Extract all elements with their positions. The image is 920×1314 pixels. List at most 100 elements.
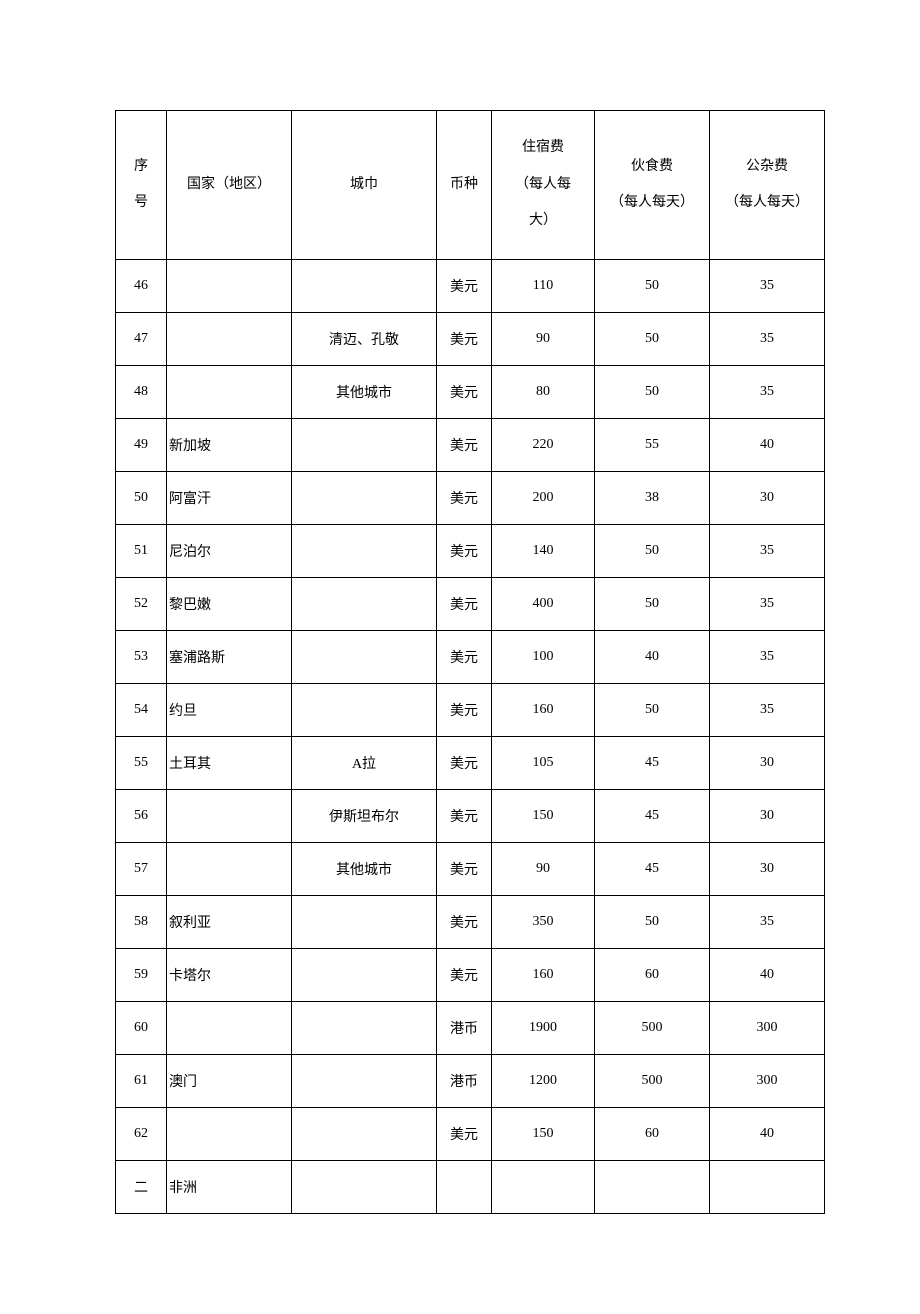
cell-currency: 美元 [437,419,492,472]
cell-currency: 美元 [437,843,492,896]
cell-country [167,1002,292,1055]
cell-country [167,260,292,313]
cell-country [167,366,292,419]
cell-misc: 35 [710,313,825,366]
cell-lodging: 90 [492,313,595,366]
cell-lodging: 90 [492,843,595,896]
table-row: 62美元1506040 [116,1108,825,1161]
table-row: 56伊斯坦布尔美元1504530 [116,790,825,843]
cell-city: 其他城市 [292,366,437,419]
table-row: 47清迈、孔敬美元905035 [116,313,825,366]
cell-misc: 35 [710,896,825,949]
cell-misc: 40 [710,1108,825,1161]
cell-lodging: 1900 [492,1002,595,1055]
cell-misc: 35 [710,366,825,419]
cell-meal: 38 [595,472,710,525]
cell-misc: 30 [710,737,825,790]
cell-seq: 49 [116,419,167,472]
cell-meal: 60 [595,1108,710,1161]
cell-seq: 47 [116,313,167,366]
cell-city [292,1055,437,1108]
cell-currency: 美元 [437,790,492,843]
cell-currency: 美元 [437,472,492,525]
cell-currency: 港币 [437,1055,492,1108]
cell-lodging: 160 [492,684,595,737]
cell-seq: 46 [116,260,167,313]
cell-currency: 美元 [437,260,492,313]
table-row: 57其他城市美元904530 [116,843,825,896]
cell-city [292,1161,437,1214]
cell-country: 卡塔尔 [167,949,292,1002]
cell-meal: 50 [595,684,710,737]
cell-city [292,472,437,525]
cell-meal: 45 [595,737,710,790]
cell-city [292,631,437,684]
cell-currency: 美元 [437,684,492,737]
cell-country: 约旦 [167,684,292,737]
header-seq: 序号 [116,111,167,260]
cell-country: 澳门 [167,1055,292,1108]
cell-lodging: 200 [492,472,595,525]
header-misc: 公杂费（每人每天） [710,111,825,260]
table-row: 54约旦 美元1605035 [116,684,825,737]
document-page: 序号 国家（地区） 城巾 币种 住宿费（每人每大） 伙食费（每人每天） 公杂费（… [0,0,920,1314]
header-currency: 币种 [437,111,492,260]
table-row: 55土耳其A拉美元1054530 [116,737,825,790]
cell-misc: 35 [710,578,825,631]
cell-meal: 500 [595,1002,710,1055]
cell-currency: 美元 [437,525,492,578]
cell-city: 其他城市 [292,843,437,896]
cell-seq: 54 [116,684,167,737]
cell-misc: 35 [710,260,825,313]
cell-country [167,790,292,843]
cell-currency: 美元 [437,896,492,949]
cell-currency [437,1161,492,1214]
cell-lodging: 150 [492,1108,595,1161]
cell-misc [710,1161,825,1214]
cell-currency: 美元 [437,366,492,419]
cell-misc: 40 [710,949,825,1002]
cell-misc: 300 [710,1002,825,1055]
cell-misc: 35 [710,684,825,737]
cell-lodging: 110 [492,260,595,313]
cell-city: 清迈、孔敬 [292,313,437,366]
cell-country: 新加坡 [167,419,292,472]
cell-lodging: 80 [492,366,595,419]
cell-currency: 港币 [437,1002,492,1055]
table-row: 51尼泊尔美元1405035 [116,525,825,578]
cell-currency: 美元 [437,631,492,684]
cell-meal: 50 [595,896,710,949]
table-row: 48其他城市美元805035 [116,366,825,419]
cell-city [292,419,437,472]
cell-meal: 45 [595,790,710,843]
cell-meal: 40 [595,631,710,684]
cell-seq: 56 [116,790,167,843]
cell-city [292,684,437,737]
expense-table: 序号 国家（地区） 城巾 币种 住宿费（每人每大） 伙食费（每人每天） 公杂费（… [115,110,825,1214]
cell-currency: 美元 [437,1108,492,1161]
header-city: 城巾 [292,111,437,260]
cell-city [292,896,437,949]
cell-lodging: 160 [492,949,595,1002]
cell-seq: 二 [116,1161,167,1214]
cell-misc: 300 [710,1055,825,1108]
cell-country: 阿富汗 [167,472,292,525]
cell-meal: 50 [595,578,710,631]
cell-city: A拉 [292,737,437,790]
cell-lodging: 220 [492,419,595,472]
cell-meal: 55 [595,419,710,472]
cell-lodging: 140 [492,525,595,578]
cell-lodging: 1200 [492,1055,595,1108]
table-header-row: 序号 国家（地区） 城巾 币种 住宿费（每人每大） 伙食费（每人每天） 公杂费（… [116,111,825,260]
cell-seq: 60 [116,1002,167,1055]
cell-misc: 40 [710,419,825,472]
cell-seq: 57 [116,843,167,896]
cell-currency: 美元 [437,313,492,366]
cell-misc: 35 [710,525,825,578]
cell-country: 塞浦路斯 [167,631,292,684]
table-row: 49新加坡 美元2205540 [116,419,825,472]
cell-meal [595,1161,710,1214]
table-row: 60 港币1900500300 [116,1002,825,1055]
cell-seq: 48 [116,366,167,419]
cell-seq: 61 [116,1055,167,1108]
